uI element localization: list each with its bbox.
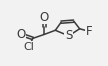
Text: F: F <box>86 25 92 38</box>
Text: O: O <box>40 11 49 24</box>
Text: O: O <box>16 28 26 41</box>
Text: Cl: Cl <box>24 42 34 52</box>
Text: S: S <box>65 29 72 42</box>
